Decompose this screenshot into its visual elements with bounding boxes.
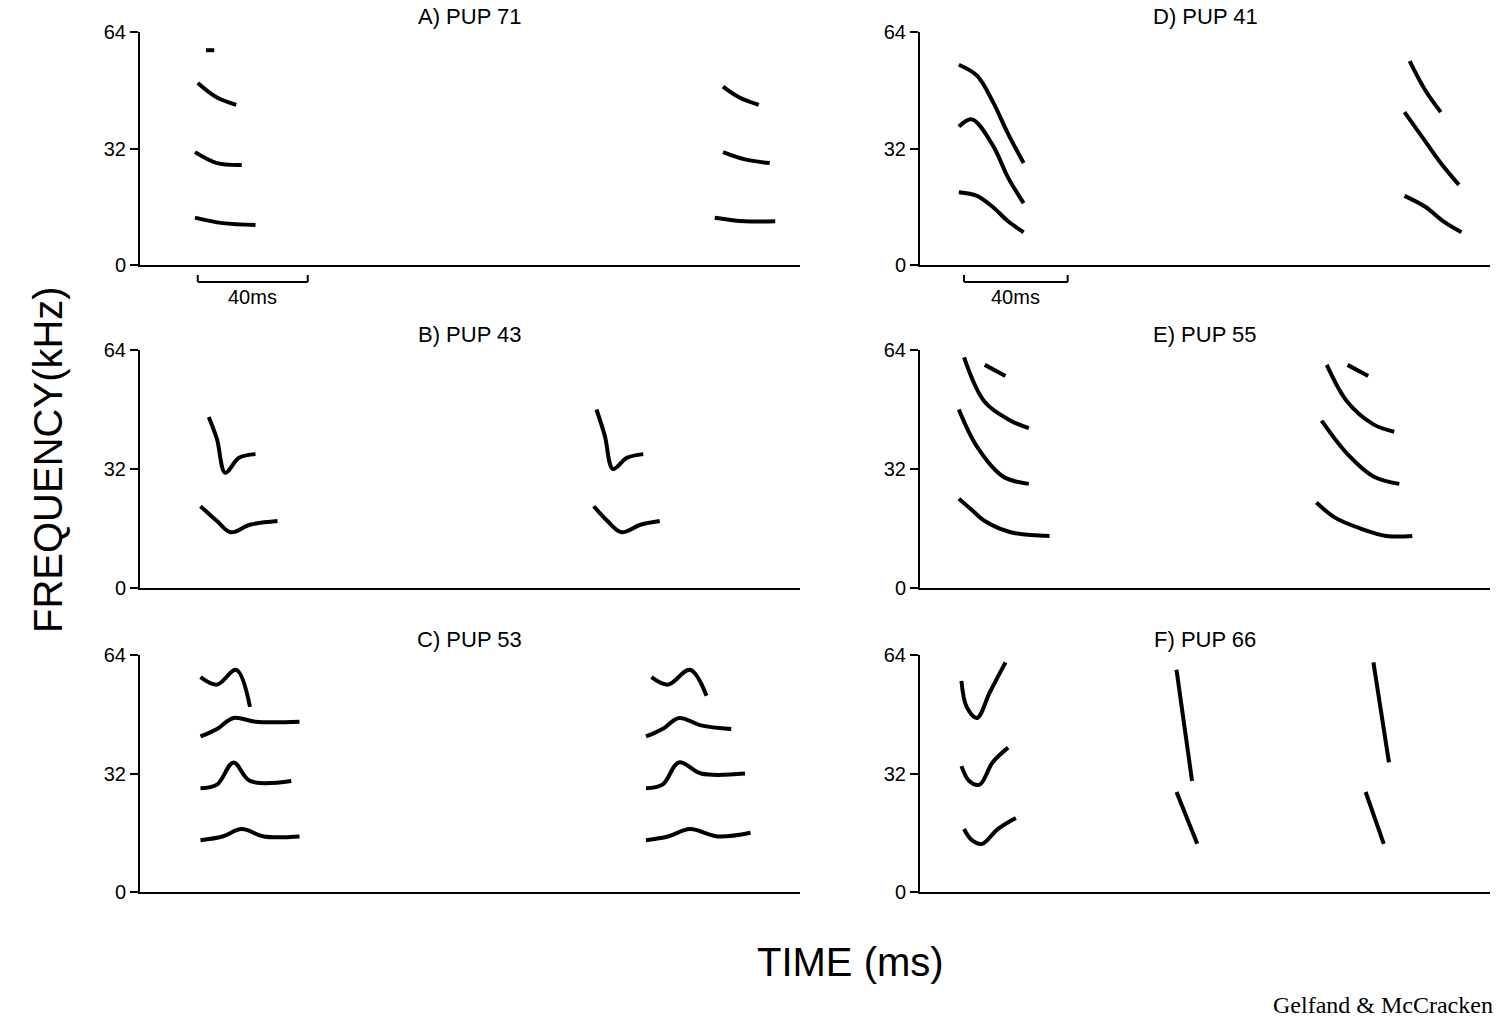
svg-text:32: 32: [884, 458, 906, 480]
svg-text:32: 32: [104, 763, 126, 785]
svg-text:40ms: 40ms: [991, 286, 1040, 308]
svg-text:64: 64: [884, 644, 906, 666]
svg-text:0: 0: [895, 254, 906, 276]
svg-text:32: 32: [884, 763, 906, 785]
svg-text:64: 64: [104, 644, 126, 666]
svg-text:64: 64: [104, 21, 126, 43]
svg-text:64: 64: [884, 21, 906, 43]
svg-text:64: 64: [884, 339, 906, 361]
svg-text:0: 0: [115, 881, 126, 903]
svg-text:Gelfand & McCracken: Gelfand & McCracken: [1273, 992, 1493, 1018]
svg-text:A) PUP 71: A) PUP 71: [418, 4, 522, 29]
svg-text:32: 32: [104, 458, 126, 480]
svg-text:0: 0: [115, 254, 126, 276]
svg-text:32: 32: [884, 138, 906, 160]
svg-text:32: 32: [104, 138, 126, 160]
svg-text:0: 0: [115, 577, 126, 599]
svg-text:TIME (ms): TIME (ms): [757, 940, 944, 984]
svg-text:D) PUP 41: D) PUP 41: [1153, 4, 1258, 29]
svg-text:F) PUP 66: F) PUP 66: [1154, 627, 1256, 652]
svg-text:FREQUENCY(kHz): FREQUENCY(kHz): [26, 286, 70, 633]
svg-text:C) PUP 53: C) PUP 53: [417, 627, 522, 652]
svg-text:40ms: 40ms: [228, 286, 277, 308]
svg-text:B) PUP 43: B) PUP 43: [418, 322, 522, 347]
svg-text:0: 0: [895, 577, 906, 599]
svg-text:0: 0: [895, 881, 906, 903]
svg-text:E) PUP 55: E) PUP 55: [1153, 322, 1257, 347]
svg-text:64: 64: [104, 339, 126, 361]
